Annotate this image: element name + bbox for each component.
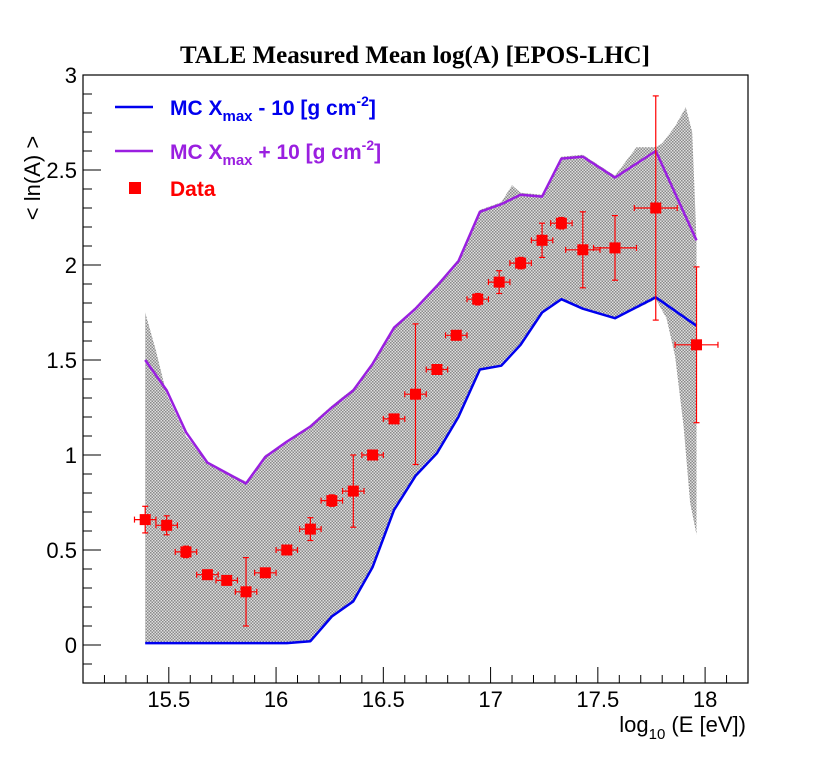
y-axis: 0 0.5 1 1.5 2 2.5 3 xyxy=(46,63,101,684)
x-axis-label-post: (E [eV]) xyxy=(665,712,746,737)
legend-minus-label: MC Xmax - 10 [g cm-2] xyxy=(170,93,376,125)
data-point xyxy=(234,556,258,627)
data-point xyxy=(425,364,449,375)
mc-lines xyxy=(144,149,698,645)
data-marker xyxy=(388,413,400,425)
data-point xyxy=(444,329,468,341)
x-tick-label: 17.5 xyxy=(576,687,619,712)
data-marker xyxy=(259,567,271,579)
data-marker xyxy=(240,586,252,598)
x-axis-label-sub: 10 xyxy=(649,726,666,743)
legend-plus-label: MC Xmax + 10 [g cm-2] xyxy=(170,137,381,169)
legend-data-label: Data xyxy=(170,178,216,201)
data-point xyxy=(382,413,406,425)
data-marker xyxy=(347,485,359,497)
x-tick-label: 17 xyxy=(478,687,502,712)
legend-minus-mid: - 10 [g cm xyxy=(253,97,357,120)
data-point xyxy=(592,215,638,281)
y-tick-label: 0.5 xyxy=(46,538,77,563)
data-marker xyxy=(180,546,192,558)
data-point xyxy=(196,569,219,581)
data-marker xyxy=(139,514,151,526)
y-tick-label: 1 xyxy=(65,443,77,468)
x-tick-label: 18 xyxy=(693,687,717,712)
data-point xyxy=(361,449,384,461)
data-points xyxy=(133,95,719,627)
data-point xyxy=(530,222,554,258)
data-marker xyxy=(536,234,548,246)
x-tick-label: 16 xyxy=(264,687,288,712)
data-marker xyxy=(201,569,213,581)
data-point xyxy=(550,216,573,230)
data-marker xyxy=(304,523,316,535)
data-marker xyxy=(450,329,462,341)
data-marker xyxy=(221,574,233,586)
data-marker xyxy=(410,388,421,400)
data-point xyxy=(155,515,178,536)
x-axis-label-pre: log xyxy=(619,712,648,737)
x-axis-label: log10 (E [eV]) xyxy=(619,712,746,743)
data-point xyxy=(487,270,511,295)
data-point xyxy=(133,505,157,534)
data-marker xyxy=(281,544,293,556)
uncertainty-band xyxy=(145,107,697,644)
data-marker xyxy=(326,495,338,507)
legend-minus-sub: max xyxy=(223,108,254,125)
series-line-mc-plus xyxy=(144,149,698,485)
x-tick-label: 15.5 xyxy=(147,687,190,712)
band-area xyxy=(145,107,697,644)
y-axis-label: < ln(A) > xyxy=(20,136,45,220)
y-tick-label: 0 xyxy=(65,633,77,658)
data-marker xyxy=(577,244,589,256)
x-tick-label: 16.5 xyxy=(362,687,405,712)
chart-title: TALE Measured Mean log(A) [EPOS-LHC] xyxy=(180,42,650,69)
data-marker xyxy=(431,364,443,375)
legend-minus-pre: MC X xyxy=(170,97,223,120)
y-tick-label: 2 xyxy=(65,253,77,278)
y-tick-label: 1.5 xyxy=(46,348,77,373)
legend-minus-sup: -2 xyxy=(356,93,369,109)
data-marker xyxy=(493,276,505,288)
data-marker xyxy=(515,257,527,269)
data-point xyxy=(275,544,299,556)
data-point xyxy=(299,517,322,542)
data-marker xyxy=(367,449,379,461)
legend-plus-mid: + 10 [g cm xyxy=(253,141,362,164)
y-tick-label: 2.5 xyxy=(46,158,77,183)
data-marker xyxy=(609,242,621,254)
legend-minus-post: ] xyxy=(369,97,376,120)
data-point xyxy=(633,95,678,321)
data-point xyxy=(404,323,427,466)
legend: MC Xmax - 10 [g cm-2] MC Xmax + 10 [g cm… xyxy=(115,93,381,201)
data-point xyxy=(320,494,344,507)
legend-plus-post: ] xyxy=(374,141,381,164)
data-point xyxy=(466,292,490,306)
legend-plus-sub: max xyxy=(223,152,254,169)
data-point xyxy=(215,574,239,586)
x-axis: 15.5 16 16.5 17 17.5 18 xyxy=(82,667,728,712)
data-point xyxy=(674,266,719,424)
data-point xyxy=(341,454,365,528)
data-marker xyxy=(650,202,662,214)
data-point xyxy=(509,256,532,270)
data-point xyxy=(254,567,277,579)
legend-plus-pre: MC X xyxy=(170,141,223,164)
data-marker xyxy=(472,293,484,305)
data-marker xyxy=(161,519,173,531)
y-tick-label: 3 xyxy=(65,63,77,88)
data-point xyxy=(565,211,601,289)
legend-data-marker xyxy=(129,182,141,194)
data-marker xyxy=(555,217,567,229)
legend-plus-sup: -2 xyxy=(362,137,375,153)
series-line-mc-minus xyxy=(145,296,698,645)
data-marker xyxy=(691,339,703,351)
data-point xyxy=(174,545,198,559)
